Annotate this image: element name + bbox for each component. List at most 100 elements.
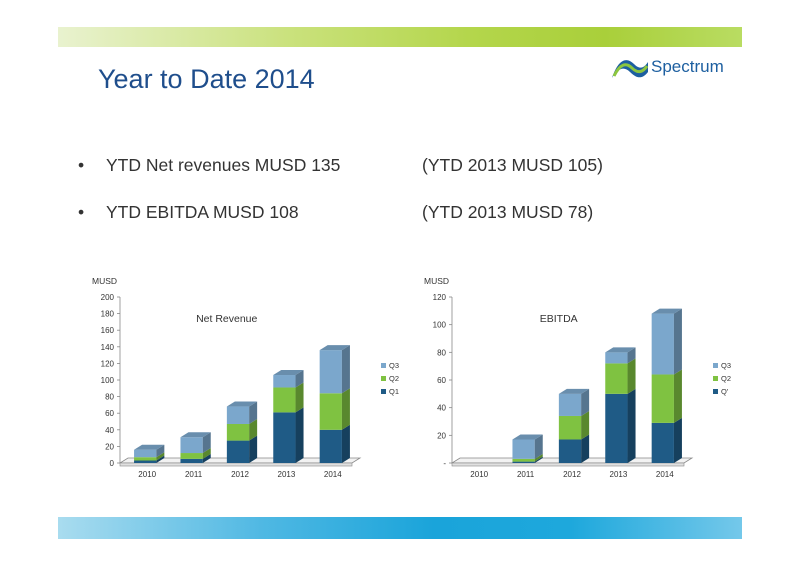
net-revenue-chart-svg: MUSD 0 20 40 60 80 100 120 140 160 180 200 Net Reven…	[92, 276, 399, 479]
bar-side-q3	[673, 308, 682, 375]
bar-segment-q2	[226, 423, 250, 441]
y-tick-label: 60	[105, 409, 114, 418]
legend-swatch-q2	[713, 376, 718, 381]
bar-side-q3	[249, 401, 258, 424]
chart-title: Net Revenue	[196, 313, 257, 325]
bar-side-q2	[534, 453, 543, 462]
logo-text: Spectrum	[651, 57, 724, 76]
legend-swatch-q3	[381, 363, 386, 368]
bar-top	[651, 308, 682, 314]
bar-side-q1	[202, 453, 211, 463]
chart-floor-edge	[119, 462, 353, 467]
wave-logo-icon	[612, 60, 649, 78]
bar-segment-q2	[134, 457, 157, 461]
x-tick-label: 2012	[231, 470, 249, 479]
y-tick-label: 0	[110, 459, 115, 468]
bar-segment-q2	[273, 387, 296, 413]
bar-segment-q2	[558, 415, 582, 440]
bar-segment-q1	[180, 458, 203, 463]
bar-segment-q1	[226, 440, 250, 463]
y-tick-label: 40	[437, 404, 446, 413]
bar-side-q2	[202, 448, 211, 459]
y-tick-label: 80	[437, 348, 446, 357]
bullet-text: YTD Net revenues MUSD 135	[106, 155, 341, 175]
bar-side-q2	[673, 369, 682, 423]
bar-segment-q1	[558, 439, 582, 463]
y-tick-label: 20	[437, 431, 446, 440]
legend-label: Q2	[389, 374, 399, 383]
y-tick-label: 160	[101, 326, 115, 335]
bar-side-q1	[534, 456, 543, 463]
net-revenue-chart: MUSD 0 20 40 60 80 100 120 140 160 180 200 Net Reven…	[86, 270, 406, 490]
bar-segment-q3	[512, 439, 535, 459]
top-decor-band	[58, 27, 742, 47]
y-tick-label: 200	[101, 293, 115, 302]
legend-swatch-q2	[381, 376, 386, 381]
legend-label: Q2	[721, 374, 731, 383]
bar-segment-q2	[605, 363, 628, 394]
bar-side-q1	[156, 455, 165, 463]
bar-segment-q2	[512, 458, 535, 462]
bar-top	[605, 347, 636, 353]
x-tick-label: 2013	[278, 470, 296, 479]
bar-segment-q3	[273, 375, 296, 388]
bar-segment-q3	[651, 313, 674, 375]
y-axis-label: MUSD	[92, 276, 117, 286]
bar-segment-q3	[226, 406, 250, 424]
bar-segment-q3	[558, 393, 582, 416]
x-tick-label: 2010	[138, 470, 156, 479]
bar-side-q1	[295, 407, 304, 463]
bar-segment-q3	[605, 352, 628, 364]
bar-top	[180, 432, 211, 438]
bottom-decor-band	[58, 517, 742, 539]
y-tick-label: 40	[105, 426, 114, 435]
x-tick-label: 2011	[185, 470, 203, 479]
bar-segment-q2	[319, 393, 342, 430]
bar-side-q2	[249, 418, 258, 441]
bar-top	[319, 345, 350, 351]
bullet-comparison: (YTD 2013 MUSD 105)	[422, 155, 603, 175]
bar-side-q1	[627, 388, 636, 463]
bar-side-q3	[156, 444, 165, 458]
x-tick-label: 2011	[517, 470, 535, 479]
legend-label: Q1	[389, 387, 399, 396]
bar-side-q3	[202, 432, 211, 454]
y-tick-label: 60	[437, 376, 446, 385]
chart-floor-edge	[451, 462, 685, 467]
bar-segment-q2	[180, 453, 203, 459]
bar-top	[226, 401, 258, 407]
bar-top	[558, 388, 590, 394]
bar-side-q1	[249, 435, 258, 463]
y-tick-label: 180	[101, 310, 115, 319]
y-tick-label: 20	[105, 442, 114, 451]
bar-segment-q2	[651, 374, 674, 423]
bar-side-q2	[627, 358, 636, 394]
bar-side-q2	[581, 410, 590, 440]
y-tick-label: 120	[101, 359, 115, 368]
bar-top	[134, 444, 165, 450]
bar-segment-q1	[134, 460, 157, 463]
bullet-marker: •	[78, 155, 85, 175]
x-tick-label: 2013	[610, 470, 628, 479]
bar-side-q1	[581, 434, 590, 463]
y-tick-label: 80	[105, 393, 114, 402]
y-tick-label: 100	[433, 321, 447, 330]
y-axis-label: MUSD	[424, 276, 449, 286]
bar-segment-q1	[319, 429, 342, 463]
bar-side-q2	[341, 388, 350, 430]
bar-segment-q1	[651, 422, 674, 463]
bar-segment-q3	[319, 350, 342, 394]
bullet-marker: •	[78, 202, 85, 222]
bullet-text: YTD EBITDA MUSD 108	[106, 202, 299, 222]
legend-swatch-q3	[713, 363, 718, 368]
bar-top	[512, 434, 543, 440]
bar-side-q3	[627, 347, 636, 364]
bar-segment-q1	[605, 393, 628, 463]
x-tick-label: 2012	[563, 470, 581, 479]
bar-segment-q3	[180, 437, 203, 454]
bar-segment-q3	[134, 449, 157, 458]
bar-side-q1	[341, 424, 350, 463]
spectrum-logo: Spectrum	[610, 54, 740, 84]
legend-swatch-q1	[381, 389, 386, 394]
legend-label: Q3	[389, 361, 399, 370]
